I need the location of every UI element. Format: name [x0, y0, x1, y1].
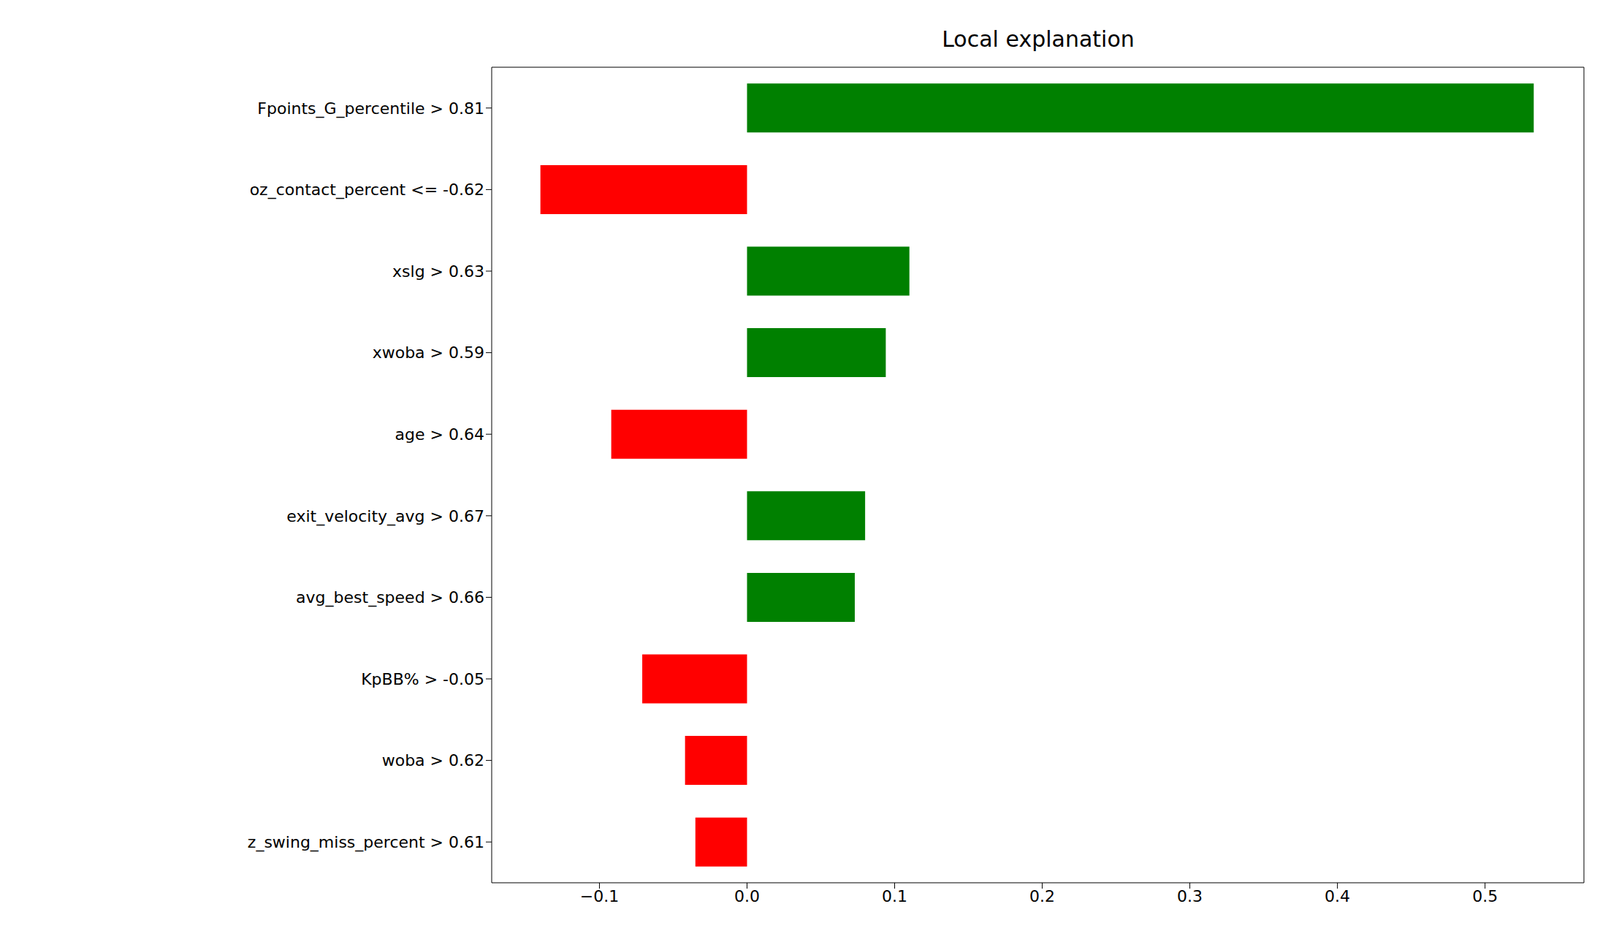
svg-text:avg_best_speed > 0.66: avg_best_speed > 0.66	[295, 588, 485, 608]
svg-text:exit_velocity_avg > 0.67: exit_velocity_avg > 0.67	[286, 507, 485, 527]
svg-text:0.0: 0.0	[734, 886, 760, 906]
svg-text:z_swing_miss_percent > 0.61: z_swing_miss_percent > 0.61	[247, 832, 485, 852]
svg-text:0.5: 0.5	[1472, 886, 1498, 906]
svg-text:xslg > 0.63: xslg > 0.63	[392, 262, 485, 281]
svg-text:0.1: 0.1	[881, 886, 908, 906]
svg-text:Fpoints_G_percentile > 0.81: Fpoints_G_percentile > 0.81	[257, 99, 485, 119]
svg-text:0.3: 0.3	[1176, 886, 1203, 906]
svg-text:woba > 0.62: woba > 0.62	[382, 751, 485, 770]
svg-text:0.2: 0.2	[1029, 886, 1055, 906]
svg-text:age > 0.64: age > 0.64	[395, 425, 485, 444]
svg-text:KpBB% > -0.05: KpBB% > -0.05	[360, 669, 485, 689]
svg-text:0.4: 0.4	[1324, 886, 1351, 906]
svg-text:oz_contact_percent <= -0.62: oz_contact_percent <= -0.62	[249, 180, 485, 200]
svg-text:xwoba > 0.59: xwoba > 0.59	[372, 343, 485, 362]
svg-text:−0.1: −0.1	[580, 886, 619, 906]
html-text:Local explanation: Local explanation	[941, 26, 1135, 52]
